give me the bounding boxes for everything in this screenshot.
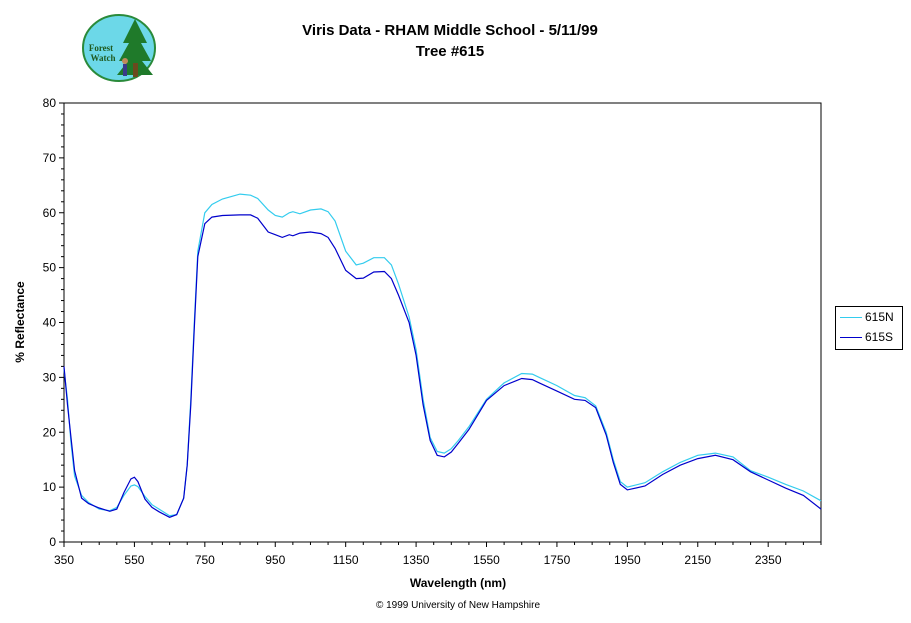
legend-swatch <box>840 337 862 339</box>
y-tick-label: 30 <box>43 370 57 384</box>
copyright-notice: © 1999 University of New Hampshire <box>375 600 541 611</box>
logo-text: Forest <box>89 43 113 53</box>
y-tick-label: 0 <box>49 535 56 549</box>
x-tick-label: 2350 <box>755 553 782 567</box>
x-axis-label: Wavelength (nm) <box>409 576 507 590</box>
series-line-615S <box>63 214 822 518</box>
x-tick-label: 1350 <box>403 553 430 567</box>
plot-frame <box>63 102 822 543</box>
y-tick-label: 60 <box>43 206 57 220</box>
legend-item-615N: 615N <box>840 309 894 325</box>
y-tick-label: 80 <box>43 96 57 110</box>
legend: 615N 615S <box>835 306 903 350</box>
chart-subtitle: Tree #615 <box>415 43 485 60</box>
legend-label: 615N <box>865 310 894 324</box>
series-line-615N <box>63 193 822 517</box>
svg-text:Watch: Watch <box>90 53 115 63</box>
y-tick-label: 40 <box>43 316 57 330</box>
x-tick-label: 2150 <box>684 553 711 567</box>
x-tick-label: 950 <box>265 553 285 567</box>
legend-item-615S: 615S <box>840 329 893 345</box>
y-axis-label: % Reflectance <box>13 281 27 363</box>
y-tick-label: 50 <box>43 261 57 275</box>
y-tick-label: 70 <box>43 151 57 165</box>
chart-axes: 0 10 20 30 40 50 60 70 80 350 550 750 950 1150 1350 155… <box>43 96 822 567</box>
x-tick-label: 350 <box>54 553 74 567</box>
x-tick-label: 1950 <box>614 553 641 567</box>
y-tick-label: 10 <box>43 480 57 494</box>
legend-swatch <box>840 317 862 319</box>
x-tick-label: 1550 <box>473 553 500 567</box>
x-tick-label: 550 <box>124 553 144 567</box>
x-tick-label: 750 <box>195 553 215 567</box>
x-tick-label: 1150 <box>333 553 359 567</box>
series-layer <box>63 193 822 518</box>
legend-label: 615S <box>865 330 894 344</box>
forest-watch-logo: Forest Watch <box>81 13 157 83</box>
x-tick-label: 1750 <box>544 553 571 567</box>
y-tick-label: 20 <box>43 425 57 439</box>
chart-title: Viris Data - RHAM Middle School - 5/11/9… <box>302 22 598 39</box>
